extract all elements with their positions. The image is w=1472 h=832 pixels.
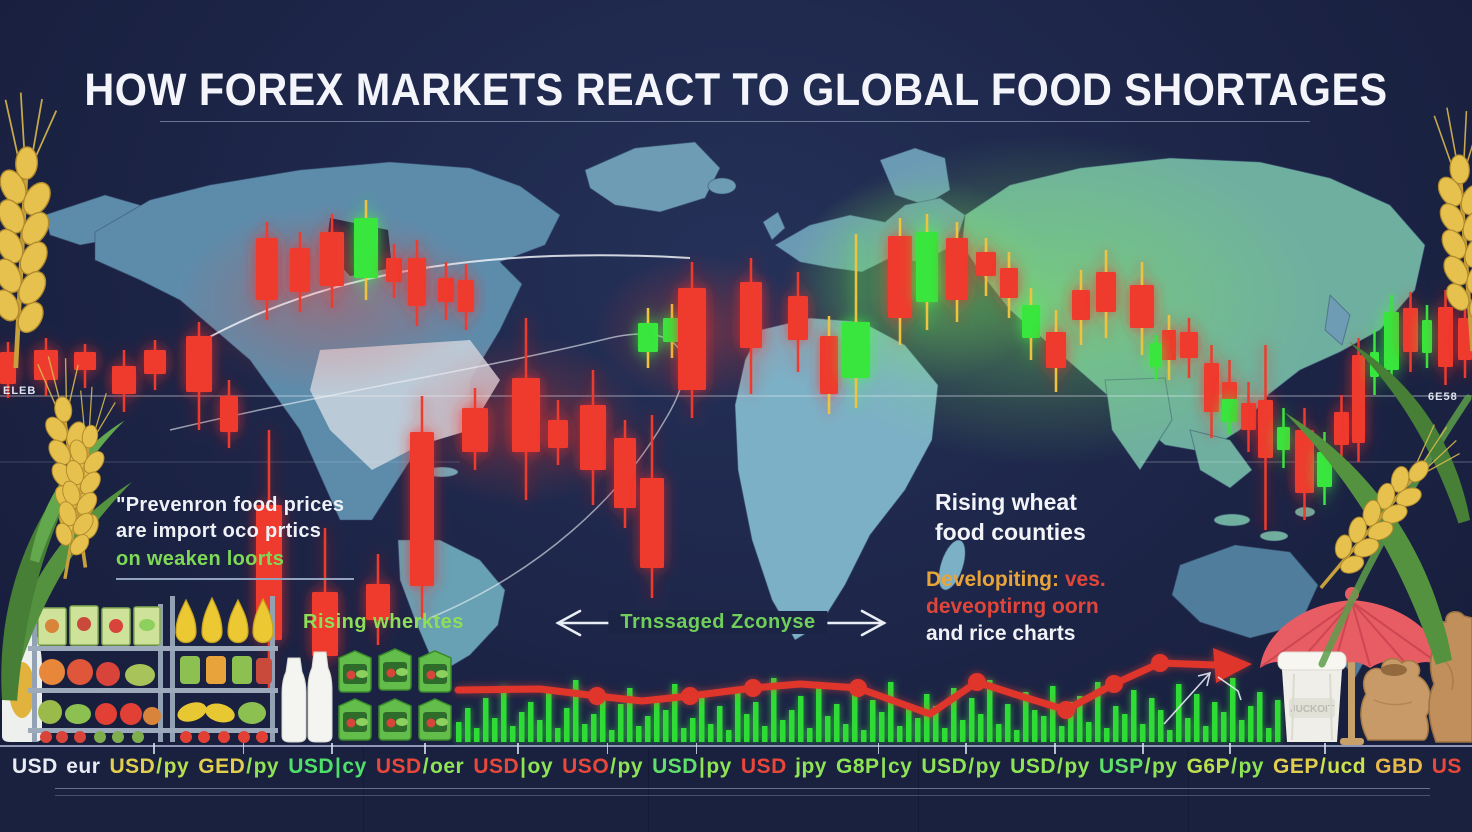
candlestick-overlay	[0, 200, 1472, 690]
bucket-illustration: JUCKOIT	[1277, 651, 1347, 742]
currency-pair: USD|cy	[288, 743, 367, 779]
currency-pair: GED/py	[198, 743, 279, 779]
currency-pair: GBD US	[1375, 755, 1462, 778]
currency-pair: USD|oy	[473, 743, 553, 779]
currency-pair: USD/py	[921, 743, 1001, 779]
currency-pair: USD eur	[12, 755, 101, 778]
market-stand-illustration	[2, 596, 452, 743]
currency-pairs-row: USD eur USD/py GED/py USD|cy USD/oer USD|oy US…	[0, 743, 1472, 779]
commodity-price-line	[454, 648, 1252, 719]
exchange-arrow	[555, 609, 887, 637]
currency-pair: USD/py	[109, 743, 189, 779]
currency-pair: USD/oer	[376, 743, 464, 779]
currency-pair: G6P/py	[1187, 743, 1264, 779]
currency-pair: USD/py	[1010, 743, 1090, 779]
currency-pair: USP/py	[1099, 743, 1178, 779]
currency-pair: G8P|cy	[836, 743, 912, 779]
volume-histogram	[456, 678, 1281, 742]
currency-strip: USD eur USD/py GED/py USD|cy USD/oer USD|oy US…	[0, 743, 1472, 832]
currency-pair: USO/py	[562, 743, 643, 779]
currency-pair: USD|py	[652, 743, 732, 779]
wheat-decoration	[0, 91, 1472, 705]
green-cartons	[338, 648, 452, 741]
guide-arrow	[1163, 671, 1242, 725]
currency-pair: USD jpy	[740, 755, 827, 778]
bucket-label: JUCKOIT	[1290, 704, 1334, 715]
white-bottles	[281, 651, 333, 743]
currency-pair: GEP/ucd	[1273, 743, 1366, 779]
